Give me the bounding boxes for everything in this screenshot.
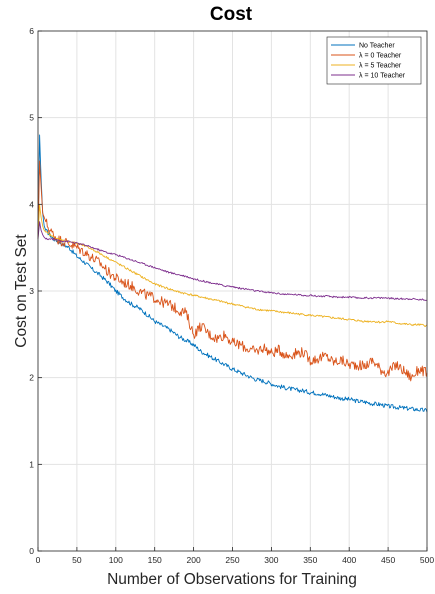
y-tick-label: 5 bbox=[29, 113, 34, 123]
x-tick-label: 0 bbox=[36, 555, 41, 565]
y-axis-label: Cost on Test Set bbox=[13, 234, 30, 348]
y-tick-label: 1 bbox=[29, 459, 34, 469]
legend-entry: λ = 5 Teacher bbox=[359, 63, 402, 70]
series-line-3 bbox=[37, 203, 428, 327]
x-tick-label: 350 bbox=[303, 555, 317, 565]
x-tick-label: 150 bbox=[148, 555, 162, 565]
legend-entry: λ = 10 Teacher bbox=[359, 73, 406, 80]
y-tick-label: 0 bbox=[29, 546, 34, 556]
x-tick-label: 250 bbox=[225, 555, 239, 565]
x-tick-label: 300 bbox=[264, 555, 278, 565]
legend: No Teacher λ = 0 Teacher λ = 5 Teacher λ = … bbox=[326, 36, 422, 85]
x-tick-label: 50 bbox=[72, 555, 82, 565]
x-tick-label: 400 bbox=[342, 555, 356, 565]
chart-title: Cost bbox=[210, 4, 253, 25]
x-tick-label: 200 bbox=[187, 555, 201, 565]
y-tick-label: 2 bbox=[29, 373, 34, 383]
x-tick-label: 500 bbox=[420, 555, 434, 565]
legend-entry: λ = 0 Teacher bbox=[359, 53, 402, 60]
series-line-2 bbox=[37, 160, 428, 382]
x-tick-label: 450 bbox=[381, 555, 395, 565]
series-line-4 bbox=[37, 221, 428, 301]
x-axis-label: Number of Observations for Training bbox=[107, 571, 357, 588]
y-tick-label: 3 bbox=[29, 286, 34, 296]
legend-box bbox=[326, 36, 422, 85]
series-lines bbox=[37, 134, 428, 413]
grid bbox=[37, 30, 428, 552]
series-line-1 bbox=[37, 134, 428, 413]
legend-entry: No Teacher bbox=[359, 43, 395, 50]
y-tick-label: 6 bbox=[29, 26, 34, 36]
ticks: 0 50 100 150 200 250 300 350 400 450 500 0 1 2 3 4 5 6 bbox=[29, 26, 434, 565]
x-tick-label: 100 bbox=[109, 555, 123, 565]
y-tick-label: 4 bbox=[29, 199, 34, 209]
